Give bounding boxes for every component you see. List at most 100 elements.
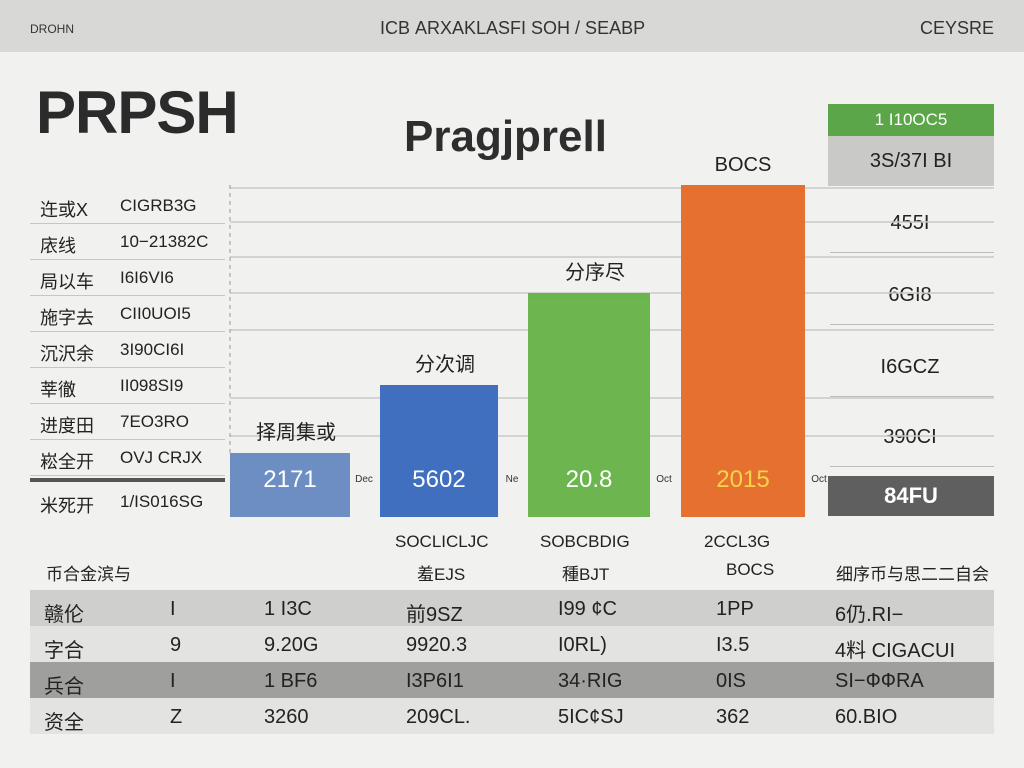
table-cell: 209CL. <box>406 706 471 728</box>
category-tick-label: Dec <box>355 474 373 485</box>
left-row-key: 崧全开 <box>40 452 94 472</box>
top-bar: DROHN ICB ARXAKLASFI SOH / SEABP CEYSRE <box>0 0 1024 52</box>
right-value: 455I <box>890 212 930 234</box>
category-tick-label: Ne <box>506 474 519 485</box>
table-cell: 1PP <box>716 598 754 620</box>
topbar-title: ICB ARXAKLASFI SOH / SEABP <box>380 18 646 38</box>
bar-top-label: 分次调 <box>415 353 475 376</box>
left-table-row: 局以车 I6I6VI6 <box>30 260 225 296</box>
left-row-value: OVJ CRJX <box>120 448 203 467</box>
table-cell: I99 ¢C <box>558 598 617 620</box>
table-cell: 362 <box>716 706 750 728</box>
left-row-key: 施字去 <box>40 308 94 328</box>
left-table-row: 沉沢余 3I90CI6I <box>30 332 225 368</box>
table-cell: 兵合 <box>44 676 84 698</box>
table-cell: I0RL) <box>558 634 607 656</box>
table-cell: 资全 <box>44 712 84 734</box>
right-total-badge: 84FU <box>828 476 994 516</box>
left-row-value: 3I90CI6I <box>120 340 185 359</box>
left-row-value: CII0UOI5 <box>120 304 191 323</box>
right-divider <box>830 466 994 467</box>
left-row-value: II098SI9 <box>120 376 184 395</box>
bar-top-label: BOCS <box>715 154 772 176</box>
topbar-right-label[interactable]: CEYSRE <box>920 18 995 38</box>
left-row-value: 7EO3RO <box>120 412 189 431</box>
sub-header-line1: SOCLICLJC <box>395 532 489 551</box>
table-cell: 34·RIG <box>558 670 623 692</box>
right-divider <box>830 324 994 325</box>
table-cell: 4料 CIGACUI <box>835 640 956 662</box>
bar-value-label: 2171 <box>263 466 316 493</box>
sub-header-line2: BOCS <box>726 560 775 579</box>
table-row: 资全 Z 3260 209CL. 5IC¢SJ 362 60.BIO <box>30 698 994 734</box>
left-table-row: 施字去 CII0UOI5 <box>30 296 225 332</box>
table-cell: 赣伦 <box>44 604 84 626</box>
left-row-key: 进度田 <box>40 416 94 436</box>
left-row-key: 局以车 <box>40 272 94 292</box>
left-table-row: 莘徹 II098SI9 <box>30 368 225 404</box>
category-tick-label: Oct <box>811 474 827 485</box>
bar <box>380 385 498 517</box>
left-row-value: I6I6VI6 <box>120 268 174 287</box>
table-cell: 9 <box>170 634 182 656</box>
category-tick-label: Oct <box>656 474 672 485</box>
right-divider <box>830 396 994 397</box>
left-row-value: CIGRB3G <box>120 196 197 215</box>
left-table-row: 庡线 10−21382C <box>30 224 225 260</box>
chart-title: Pragjprell <box>404 112 607 161</box>
sub-header-line2: 羞EJS <box>417 565 466 584</box>
topbar-left-label: DROHN <box>30 22 74 36</box>
right-value: 6GI8 <box>888 284 932 306</box>
table-cell: 9.20G <box>264 634 319 656</box>
table-cell: 60.BIO <box>835 706 898 728</box>
bar-cap <box>681 185 805 192</box>
table-cell: SI−ФФRA <box>835 670 924 692</box>
table-cell: 字合 <box>44 640 84 662</box>
table-cell: 9920.3 <box>406 634 468 656</box>
sub-header-line2: 種BJT <box>562 565 610 584</box>
left-row-key: 庡线 <box>40 236 76 256</box>
left-row-key: 迕或X <box>40 200 89 220</box>
bar-value-label: 2015 <box>716 466 769 493</box>
table-cell: 前9SZ <box>406 604 463 626</box>
table-row: 兵合 I 1 BF6 I3P6I1 34·RIG 0IS SI−ФФRA <box>30 662 994 698</box>
legend-green-badge: 1 I10OC5 <box>828 104 994 136</box>
left-summary-table: 迕或X CIGRB3G 庡线 10−21382C 局以车 I6I6VI6 施字去 CII0UO… <box>30 188 225 476</box>
bar-cap <box>528 293 650 300</box>
table-cell: 5IC¢SJ <box>558 706 624 728</box>
sub-header-line1: 币合金滨与 <box>46 565 131 584</box>
legend-grey-badge: 3S/37I BI <box>828 136 994 186</box>
table-cell: 1 BF6 <box>264 670 318 692</box>
bar <box>528 293 650 517</box>
brand-logo-text: PRPSH <box>36 79 239 146</box>
bar-top-label: 择周集或 <box>256 421 336 444</box>
left-total-key: 米死开 <box>40 496 94 516</box>
left-table-row: 进度田 7EO3RO <box>30 404 225 440</box>
table-cell: Z <box>170 706 183 728</box>
bar-value-label: 5602 <box>412 466 465 493</box>
table-cell: 6仍.RI− <box>835 604 904 626</box>
left-table-row: 迕或X CIGRB3G <box>30 188 225 224</box>
bar-value-label: 20.8 <box>566 466 613 493</box>
table-row: 赣伦 I 1 I3C 前9SZ I99 ¢C 1PP 6仍.RI− <box>30 590 994 626</box>
right-value: 390CI <box>883 426 937 448</box>
sub-header-line1: 2CCL3G <box>704 532 771 551</box>
table-cell: 3260 <box>264 706 309 728</box>
bar <box>681 185 805 517</box>
table-row: 字合 9 9.20G 9920.3 I0RL) I3.5 4料 CIGACUI <box>30 626 994 662</box>
left-row-key: 莘徹 <box>40 380 76 400</box>
table-cell: I3P6I1 <box>406 670 464 692</box>
left-total-value: 1/IS016SG <box>120 492 204 511</box>
table-cell: I <box>170 598 176 620</box>
table-cell: I <box>170 670 176 692</box>
bar <box>230 453 350 517</box>
bar-cap <box>230 453 350 460</box>
sub-header-line1: SOBCBDIG <box>540 532 630 551</box>
right-divider <box>830 252 994 253</box>
table-cell: 1 I3C <box>264 598 312 620</box>
left-summary-total: 米死开 1/IS016SG <box>30 478 225 518</box>
bottom-data-table: 赣伦 I 1 I3C 前9SZ I99 ¢C 1PP 6仍.RI− 字合 9 9.20G 9920.… <box>30 590 994 734</box>
right-value: I6GCZ <box>880 356 940 378</box>
bar-cap <box>380 385 498 392</box>
